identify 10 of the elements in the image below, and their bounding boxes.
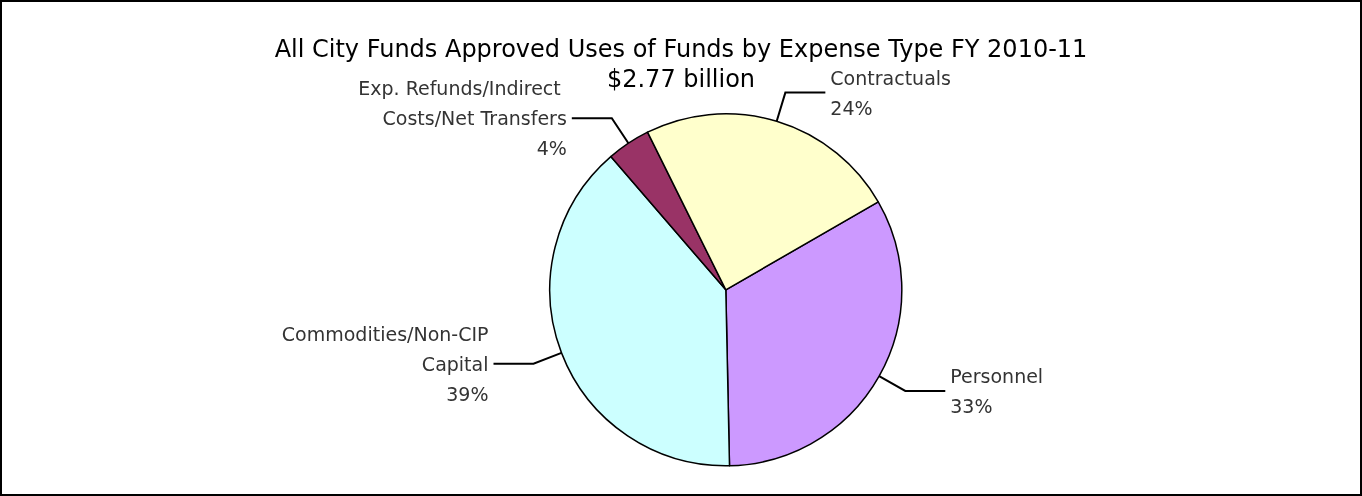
chart-subtitle: $2.77 billion [606, 65, 756, 93]
slice-label: Personnel [950, 364, 1044, 387]
data-label: 39% [446, 382, 489, 405]
data-label: 24% [830, 96, 873, 119]
chart-title: All City Funds Approved Uses of Funds by Expense Type FY 2010-11 [274, 35, 1088, 63]
slice-label: Exp. Refunds/Indirect Costs/Net Transfers [358, 77, 567, 130]
slice-label: Contractuals [830, 66, 951, 89]
data-label: 4% [536, 137, 567, 160]
data-label: 33% [950, 394, 993, 417]
slice-label: Commodities/Non-CIP Capital [281, 322, 489, 375]
